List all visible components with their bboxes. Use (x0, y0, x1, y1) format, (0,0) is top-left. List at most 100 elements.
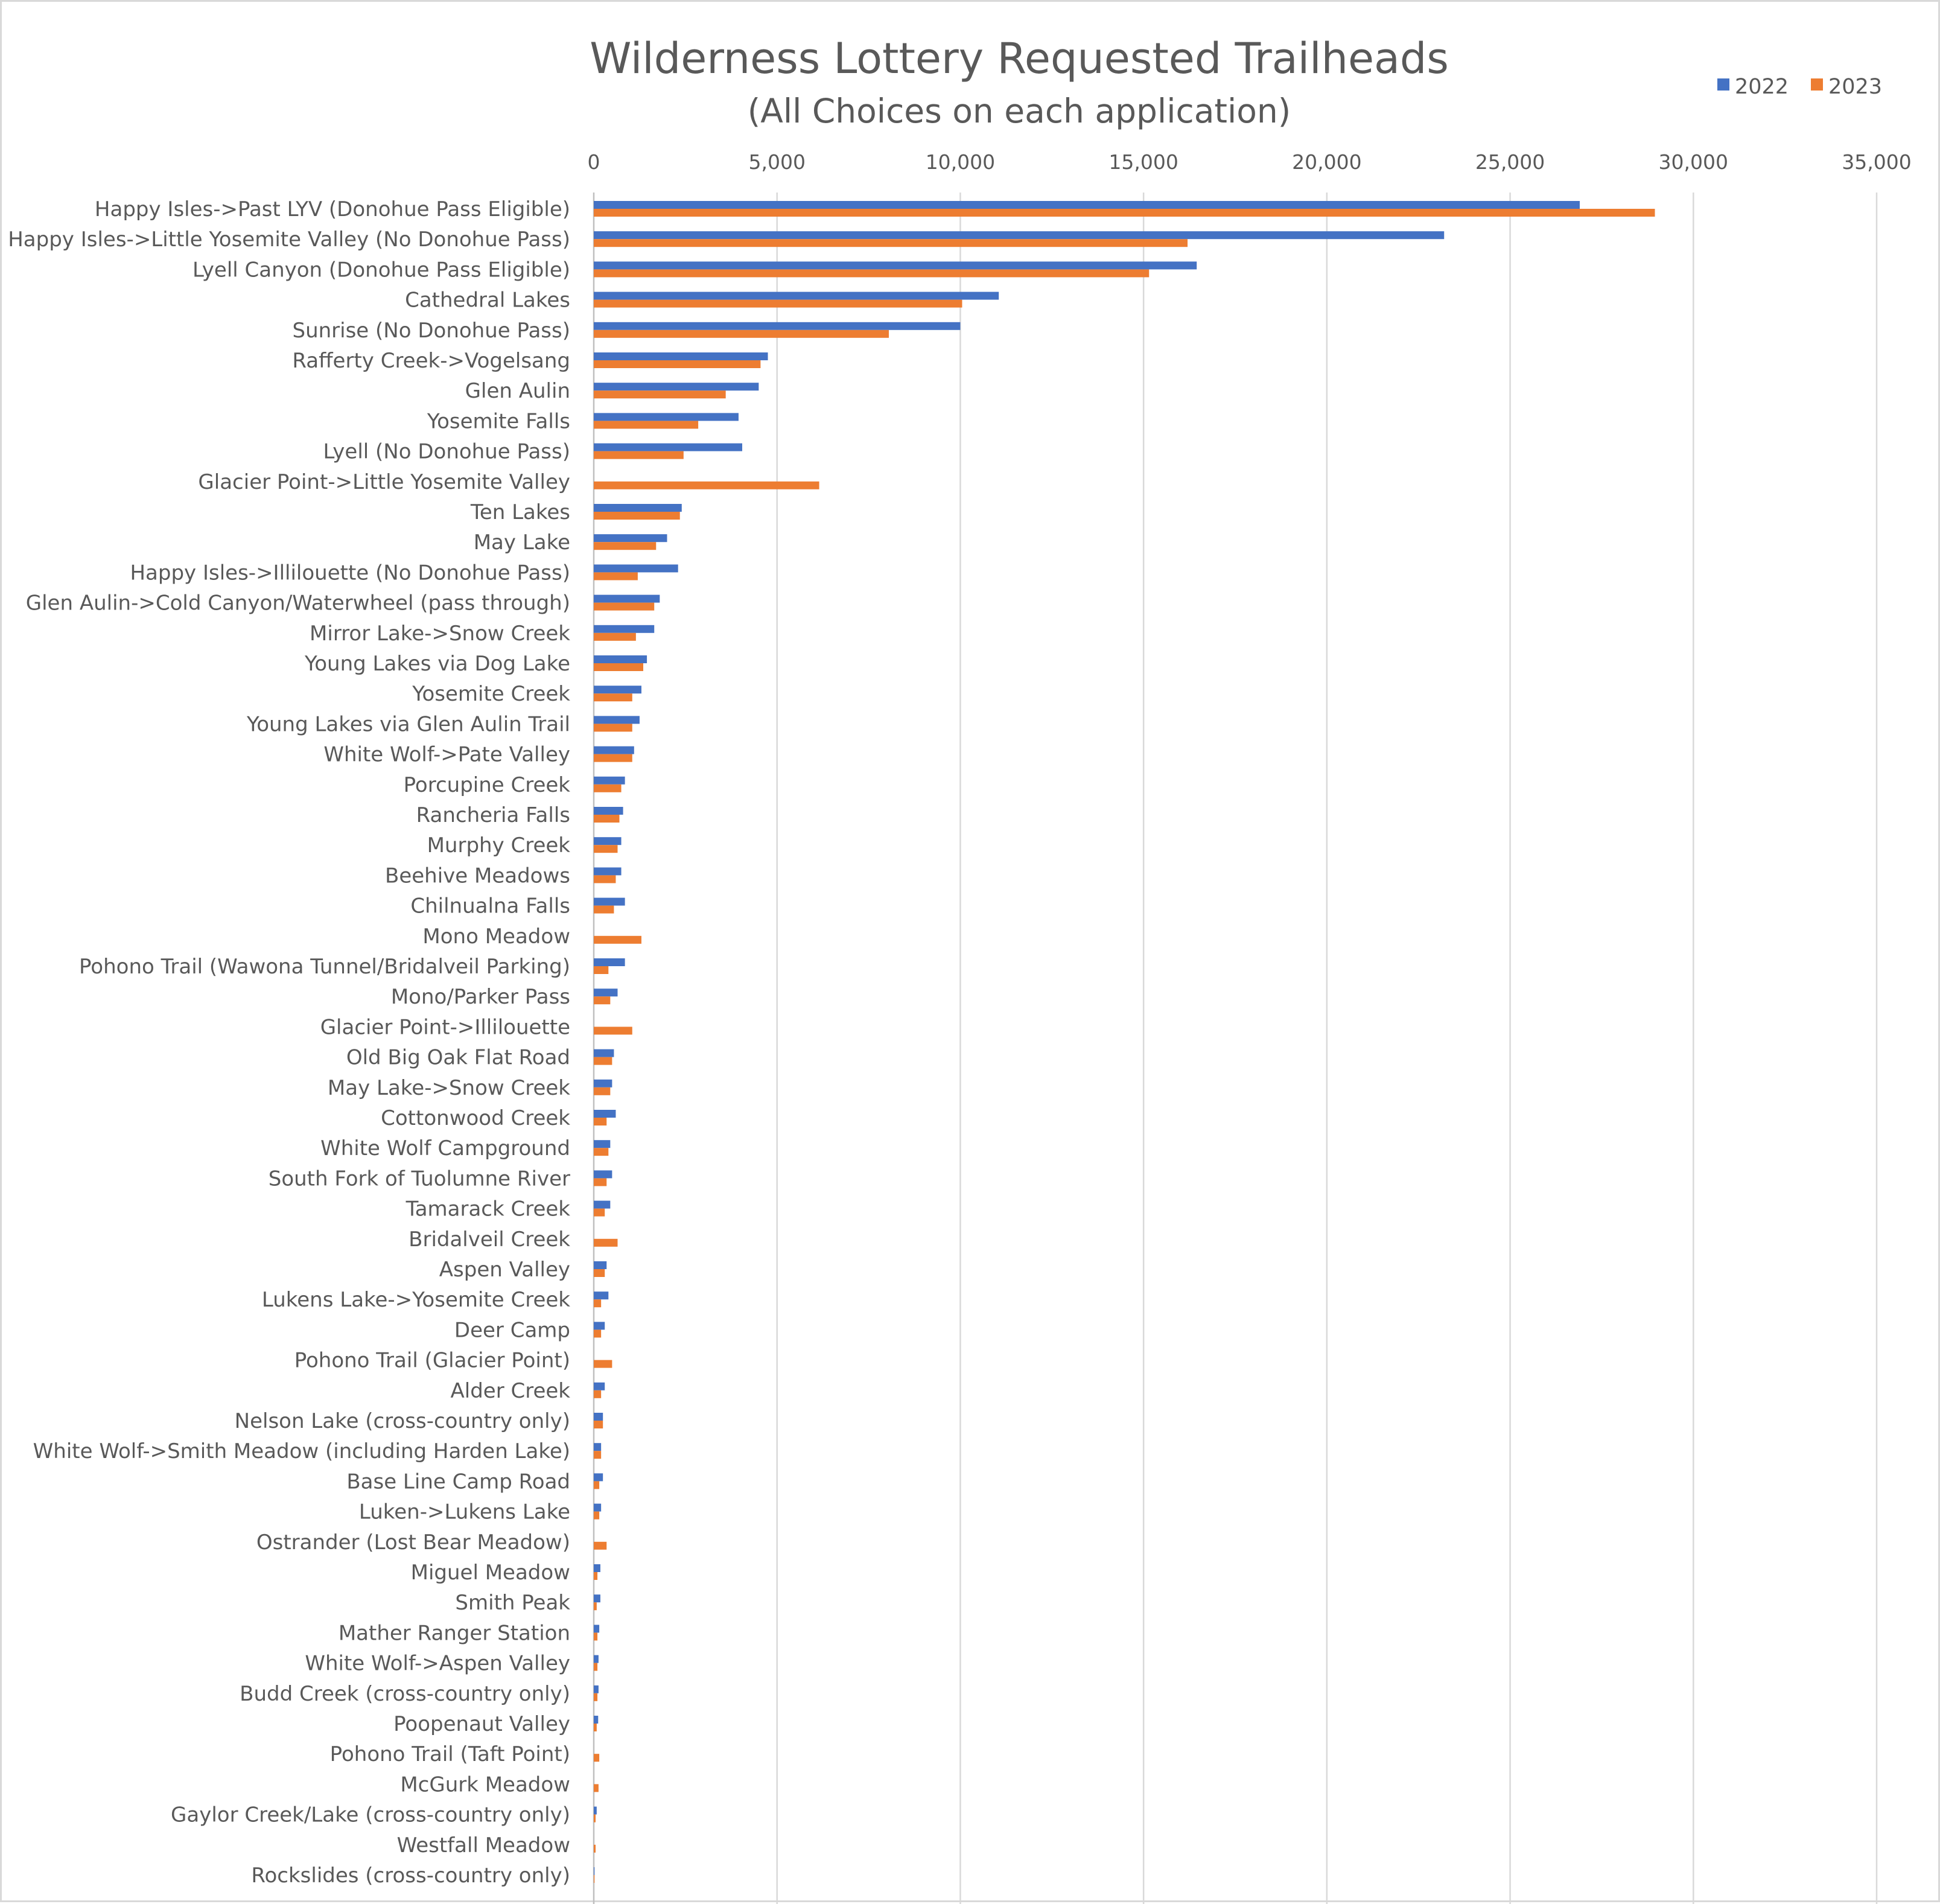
category-label: Ten Lakes (470, 500, 570, 524)
category-label: Mono/Parker Pass (391, 985, 570, 1009)
category-label: Mather Ranger Station (339, 1621, 570, 1645)
bar-2022 (594, 1685, 599, 1693)
category-label: Alder Creek (451, 1379, 571, 1403)
bar-2022 (594, 807, 623, 815)
bar-2023 (594, 512, 680, 520)
bar-2023 (594, 1329, 602, 1338)
bar-2022 (594, 1716, 599, 1724)
bar-2023 (594, 1208, 605, 1217)
bar-2023 (594, 481, 819, 489)
x-tick-label: 15,000 (1108, 150, 1178, 174)
bar-2022 (594, 1200, 611, 1209)
bar-2023 (594, 360, 761, 368)
bar-2022 (594, 1140, 611, 1148)
bar-2022 (594, 1564, 600, 1572)
bar-2023 (594, 1844, 596, 1853)
bar-2023 (594, 299, 962, 308)
bar-2023 (594, 602, 655, 611)
category-label: Happy Isles->Illilouette (No Donohue Pas… (130, 561, 570, 585)
category-labels: Happy Isles->Past LYV (Donohue Pass Elig… (8, 197, 570, 1888)
bar-2023 (594, 1693, 598, 1701)
category-label: Lyell Canyon (Donohue Pass Eligible) (192, 258, 570, 282)
bar-2022 (594, 352, 768, 360)
legend-label-2022: 2022 (1735, 75, 1789, 99)
bar-2022 (594, 291, 999, 300)
category-label: Happy Isles->Little Yosemite Valley (No … (8, 228, 570, 252)
legend-swatch-2023 (1811, 78, 1823, 91)
category-label: Sunrise (No Donohue Pass) (292, 319, 570, 343)
category-label: White Wolf Campground (320, 1136, 570, 1161)
bar-2023 (594, 1632, 598, 1641)
category-label: Rockslides (cross-country only) (251, 1864, 570, 1888)
bar-2023 (594, 1299, 602, 1308)
category-label: Young Lakes via Dog Lake (304, 652, 570, 676)
bar-2023 (594, 1390, 602, 1398)
bar-2023 (594, 815, 620, 823)
category-label: Lyell (No Donohue Pass) (323, 440, 570, 464)
bar-2023 (594, 693, 632, 702)
category-label: Glen Aulin (465, 379, 570, 403)
bar-2023 (594, 1360, 612, 1368)
category-label: Ostrander (Lost Bear Meadow) (256, 1530, 570, 1555)
bar-2023 (594, 1754, 600, 1762)
bar-2023 (594, 1087, 611, 1095)
gridlines (593, 193, 1878, 1904)
bar-2023 (594, 1421, 603, 1428)
category-label: Glacier Point->Little Yosemite Valley (198, 470, 570, 494)
category-label: Murphy Creek (427, 833, 571, 858)
bar-2023 (594, 996, 611, 1005)
category-label: Gaylor Creek/Lake (cross-country only) (171, 1803, 570, 1827)
bar-2022 (594, 1443, 602, 1451)
legend-label-2023: 2023 (1828, 75, 1882, 99)
bar-2022 (594, 1291, 609, 1300)
category-label: May Lake (474, 530, 570, 555)
bar-2022 (594, 564, 678, 573)
bar-2022 (594, 1594, 600, 1603)
bar-2022 (594, 1261, 607, 1269)
category-label: Cottonwood Creek (381, 1106, 570, 1130)
category-label: Luken->Lukens Lake (359, 1500, 570, 1524)
category-label: Poopenaut Valley (393, 1712, 570, 1736)
bar-2022 (594, 958, 625, 966)
bar-2022 (594, 383, 759, 391)
category-label: Glacier Point->Illilouette (320, 1015, 570, 1039)
bar-2022 (594, 716, 640, 724)
bar-2023 (594, 632, 636, 641)
bar-2022 (594, 1382, 605, 1390)
bar-2023 (594, 966, 609, 974)
bar-2022 (594, 746, 634, 754)
category-label: Aspen Valley (439, 1258, 570, 1282)
category-label: Mirror Lake->Snow Creek (310, 622, 570, 646)
x-tick-label: 35,000 (1842, 150, 1911, 174)
bar-2023 (594, 875, 616, 884)
bars (594, 201, 1655, 1883)
bar-2022 (594, 413, 739, 421)
bar-2023 (594, 1057, 612, 1065)
category-label: Base Line Camp Road (346, 1469, 570, 1494)
bar-2022 (594, 837, 622, 845)
bar-2023 (594, 1178, 607, 1186)
bar-2022 (594, 1049, 614, 1057)
category-label: Tamarack Creek (405, 1197, 571, 1221)
bar-2022 (594, 897, 625, 906)
bar-2022 (594, 1655, 599, 1663)
bar-2022 (594, 686, 641, 694)
bar-2022 (594, 776, 625, 785)
bar-2022 (594, 443, 743, 451)
category-label: Rancheria Falls (416, 803, 570, 827)
category-label: Porcupine Creek (404, 773, 571, 797)
bar-2023 (594, 724, 632, 732)
bar-2023 (594, 542, 657, 550)
category-label: Deer Camp (454, 1318, 570, 1342)
chart-subtitle: (All Choices on each application) (748, 92, 1291, 130)
x-tick-label: 30,000 (1659, 150, 1728, 174)
bar-2022 (594, 1473, 603, 1482)
bar-2023 (594, 451, 684, 459)
bar-2023 (594, 754, 632, 762)
bar-2023 (594, 1663, 598, 1671)
bar-2022 (594, 1413, 603, 1421)
category-label: Pohono Trail (Taft Point) (330, 1742, 570, 1766)
bar-2022 (594, 1079, 612, 1087)
category-label: Bridalveil Creek (409, 1227, 570, 1252)
